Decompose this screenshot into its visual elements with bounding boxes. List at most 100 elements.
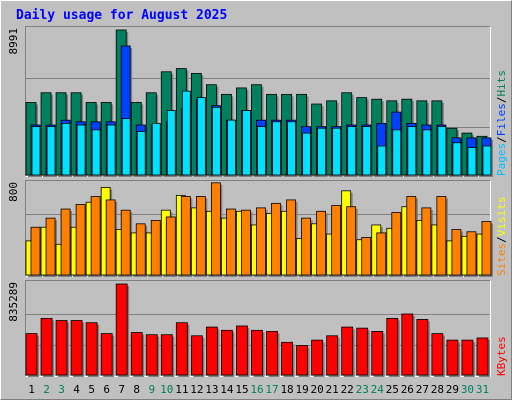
x-tick-label-day-18: 18 [280,383,293,396]
bar-kbytes-day-15 [236,325,248,376]
bar-kbytes-day-28 [431,333,444,376]
bar-kbytes-day-8 [130,332,143,376]
x-tick-label-day-8: 8 [133,383,140,396]
bar-pages-day-17 [272,121,281,176]
bar-pages-day-4 [76,124,86,176]
y-max-label-visits: 800 [7,182,20,202]
bar-sites-day-31 [481,221,492,276]
bar-kbytes-day-25 [386,317,399,376]
bar-kbytes-day-18 [281,341,293,376]
x-tick-label-day-13: 13 [205,383,218,396]
bar-kbytes-day-2 [40,317,53,376]
plot-bevel-dark-kbytes [25,280,491,377]
bar-sites-day-5 [90,196,101,276]
x-tick-label-day-15: 15 [235,383,248,396]
bar-pages-day-9 [151,122,161,176]
bar-sites-day-11 [180,196,191,276]
x-tick-label-day-12: 12 [190,383,203,396]
x-tick-label-day-3: 3 [58,383,65,396]
bar-pages-day-11 [181,90,191,176]
bar-sites-day-4 [75,204,86,276]
x-tick-label-day-19: 19 [295,383,308,396]
bar-kbytes-day-21 [326,335,339,376]
bar-kbytes-day-9 [145,334,158,376]
bar-sites-day-20 [316,210,327,276]
y-max-label-hits: 8991 [7,28,20,55]
bar-sites-day-22 [346,206,357,276]
bar-pages-day-3 [61,122,71,176]
bar-pages-day-14 [227,119,236,176]
x-tick-label-day-26: 26 [401,383,414,396]
x-tick-label-day-31: 31 [476,383,489,396]
bar-kbytes-day-24 [371,331,384,376]
x-tick-label-day-6: 6 [103,383,110,396]
bar-sites-day-30 [466,231,477,276]
bar-kbytes-day-31 [476,337,489,376]
chart-title: Daily usage for August 2025 [16,8,227,23]
x-tick-label-day-30: 30 [461,383,474,396]
bar-pages-day-29 [452,142,462,176]
x-tick-label-day-24: 24 [371,383,385,396]
bar-pages-day-7 [121,118,131,176]
bar-pages-day-25 [392,129,402,176]
bar-pages-day-19 [302,132,311,176]
bar-kbytes-day-30 [461,339,474,376]
bar-pages-day-8 [136,131,146,176]
bar-sites-day-8 [135,223,146,276]
bar-kbytes-day-13 [205,326,218,376]
panel-visits: 800 Sites/Visits [7,180,508,277]
bar-sites-day-6 [105,199,116,276]
x-tick-label-day-14: 14 [220,383,234,396]
x-tick-label-day-11: 11 [175,383,188,396]
bar-pages-day-18 [287,121,296,176]
legend-kbytes: KBytes [495,336,508,376]
bar-kbytes-day-1 [25,333,38,376]
legend-item-hits-0: Pages [495,143,508,176]
legend-item-hits-3: / [495,97,508,104]
bar-sites-day-15 [241,209,251,276]
bar-kbytes-day-7 [115,283,128,376]
bar-pages-day-24 [377,145,387,176]
bar-pages-day-23 [362,126,372,176]
bar-pages-day-2 [46,126,56,176]
bar-pages-day-31 [482,145,492,176]
bar-sites-day-13 [210,182,221,276]
bar-kbytes-day-11 [175,322,188,376]
x-tick-label-day-2: 2 [43,383,50,396]
bar-kbytes-day-6 [100,333,113,376]
bar-sites-day-24 [376,232,387,276]
bar-kbytes-day-22 [341,326,354,376]
panel-kbytes: 835289 KBytes [7,280,508,377]
bar-sites-day-9 [150,219,161,276]
bar-sites-day-3 [60,208,71,276]
bar-kbytes-day-16 [251,329,263,376]
bar-sites-day-19 [301,217,311,276]
x-tick-label-day-25: 25 [386,383,399,396]
bar-sites-day-14 [226,208,236,276]
x-tick-label-day-1: 1 [28,383,35,396]
legend-item-hits-2: Files [495,103,508,136]
bar-pages-day-20 [317,127,327,176]
x-tick-label-day-9: 9 [148,383,155,396]
bar-sites-day-2 [45,217,56,276]
bar-pages-day-10 [166,110,176,176]
bar-sites-day-7 [120,209,131,276]
bar-pages-day-1 [31,126,41,176]
bar-kbytes-day-27 [416,319,429,376]
x-tick-label-day-21: 21 [326,383,339,396]
bar-kbytes-day-26 [401,313,414,376]
bar-pages-day-28 [437,126,447,176]
bar-kbytes-day-5 [85,322,98,376]
bar-kbytes-day-19 [296,345,308,376]
bar-kbytes-day-17 [266,331,278,376]
plot-bevel-dark-hits [25,26,491,177]
legend-visits: Sites/Visits [495,197,508,277]
legend-hits: Pages/Files/Hits [495,70,508,176]
x-tick-label-day-4: 4 [73,383,80,396]
bar-pages-day-27 [422,129,432,176]
bar-kbytes-day-12 [190,335,203,376]
bar-sites-day-1 [30,226,41,276]
x-tick-label-day-23: 23 [356,383,369,396]
